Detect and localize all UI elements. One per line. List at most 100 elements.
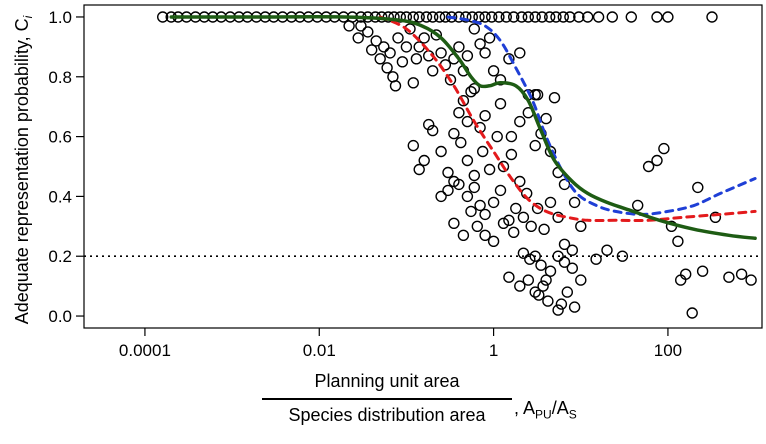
data-point	[465, 205, 477, 218]
data-point	[479, 109, 491, 122]
data-point	[483, 32, 496, 44]
data-point	[544, 265, 557, 277]
data-point	[381, 62, 393, 74]
data-point	[430, 29, 442, 41]
data-point	[680, 268, 692, 280]
data-point	[503, 214, 515, 227]
x-tick-label: 0.0001	[119, 341, 171, 360]
smooth-curves	[169, 15, 757, 241]
data-point	[590, 253, 602, 265]
x-axis-ratio: , APU/AS	[514, 398, 577, 422]
data-point	[535, 259, 547, 271]
data-point	[514, 280, 526, 292]
data-point	[343, 20, 355, 32]
data-point	[531, 202, 544, 215]
data-point	[568, 301, 581, 313]
data-point	[413, 41, 425, 53]
data-point	[370, 35, 382, 47]
data-point	[461, 115, 474, 128]
data-point	[505, 148, 518, 161]
data-point	[692, 181, 704, 194]
data-point	[455, 136, 467, 149]
data-point	[435, 47, 447, 59]
data-point	[575, 274, 587, 286]
data-point	[557, 11, 569, 23]
data-point	[503, 53, 515, 65]
data-point	[494, 74, 507, 86]
data-point	[374, 53, 386, 65]
data-point	[448, 217, 460, 230]
data-point	[413, 163, 425, 176]
data-point	[592, 11, 605, 23]
data-point	[508, 11, 520, 23]
data-point	[625, 11, 637, 23]
data-point	[542, 295, 554, 307]
data-point	[427, 65, 439, 77]
data-point	[444, 74, 457, 86]
y-tick-label: 0.0	[48, 307, 72, 326]
fit-curve-solid	[169, 15, 757, 241]
data-point	[418, 154, 430, 167]
data-point	[396, 56, 409, 68]
data-point	[366, 44, 378, 56]
data-point	[540, 274, 552, 286]
data-point	[486, 11, 498, 23]
data-point	[407, 77, 419, 89]
x-axis-ratio-a1: , A	[514, 398, 536, 418]
data-point	[503, 271, 515, 283]
data-point	[420, 11, 433, 23]
y-axis-label: Adequate representation probability, Ci	[12, 15, 35, 324]
data-point	[522, 11, 534, 23]
data-point	[516, 11, 528, 23]
data-point	[418, 32, 430, 44]
data-point	[442, 166, 454, 179]
data-point	[487, 235, 500, 248]
data-point	[468, 82, 480, 95]
data-point	[529, 286, 541, 298]
x-axis-ratio-a2: /A	[551, 398, 569, 418]
y-tick-label: 0.4	[48, 187, 72, 206]
data-point	[531, 88, 544, 101]
data-point	[632, 199, 644, 212]
data-point	[658, 142, 670, 155]
data-point	[709, 211, 722, 224]
x-tick-label: 100	[654, 341, 682, 360]
data-point	[540, 112, 552, 125]
y-axis-label-sub: i	[21, 15, 35, 18]
data-point	[474, 38, 486, 50]
data-point	[457, 94, 470, 107]
data-point	[550, 11, 562, 23]
data-point	[745, 274, 757, 286]
data-point	[468, 181, 480, 194]
data-point	[389, 80, 402, 92]
data-point	[487, 196, 500, 209]
data-point	[573, 11, 585, 23]
data-point	[435, 190, 447, 203]
data-point	[616, 250, 629, 262]
data-point	[566, 262, 578, 274]
data-point	[686, 307, 698, 319]
data-point	[642, 160, 655, 173]
data-point	[479, 229, 491, 242]
x-axis-ratio-sub2: S	[568, 407, 577, 422]
data-point	[558, 256, 571, 268]
data-point	[529, 139, 541, 152]
axis-ticks: 0.0 0.2 0.4 0.6 0.8 1.0 0.0001 0.01 1 100	[48, 8, 682, 360]
data-point	[514, 47, 526, 59]
data-point	[529, 250, 541, 262]
data-point	[544, 196, 557, 209]
data-point	[433, 11, 446, 23]
data-point	[468, 169, 480, 182]
data-point	[558, 178, 571, 191]
data-point	[582, 11, 594, 23]
data-point	[606, 11, 618, 23]
data-point	[442, 184, 454, 197]
data-point	[564, 11, 576, 23]
data-point	[491, 130, 503, 143]
data-point	[384, 47, 396, 59]
data-point	[493, 11, 505, 23]
data-point	[696, 265, 709, 277]
data-point	[468, 23, 480, 35]
data-point	[355, 20, 367, 32]
